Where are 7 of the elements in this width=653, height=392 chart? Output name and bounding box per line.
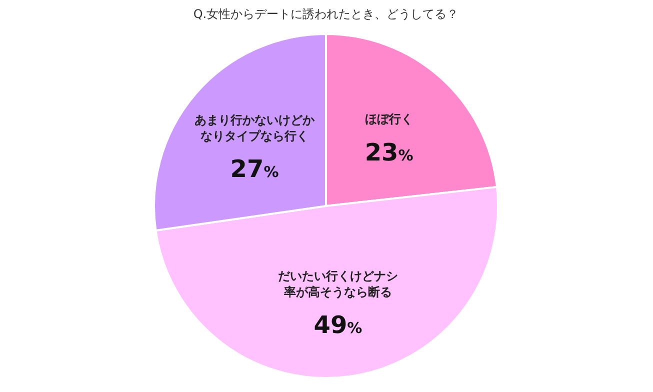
chart-title: Q.女性からデートに誘われたとき、どうしてる？ <box>193 7 459 21</box>
data-label: 27% <box>230 155 279 184</box>
slice-label: ほぼ行く <box>364 111 414 128</box>
data-label: 23% <box>364 138 414 166</box>
slice-label: あまり行かないけどかなりタイプなら行く <box>194 112 316 144</box>
slice-label: だいたい行くけどナシ率が高そうなら断る <box>276 268 399 300</box>
data-label: 49% <box>314 310 362 339</box>
